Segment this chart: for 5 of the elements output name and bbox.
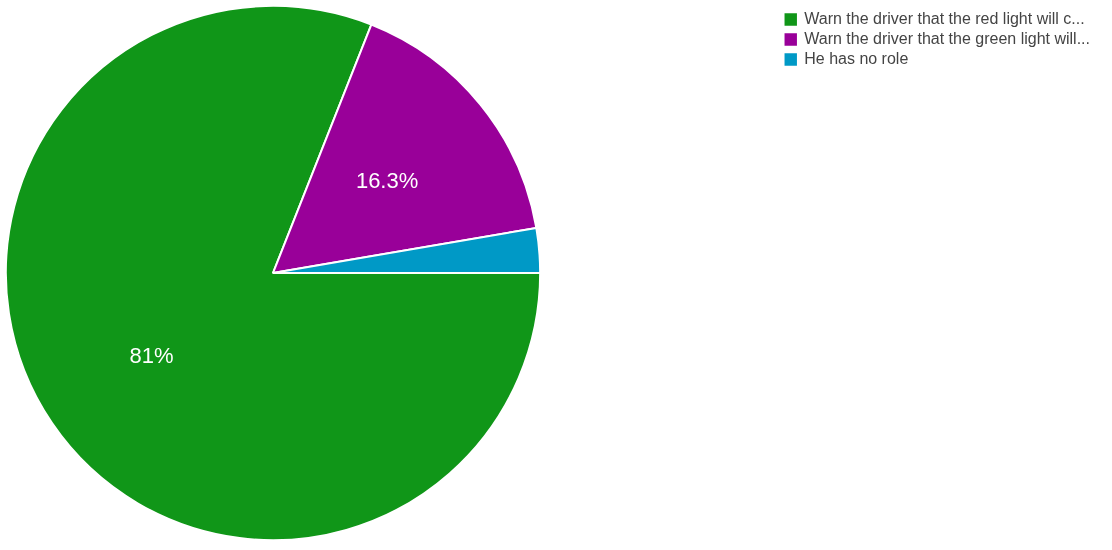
legend-label: Warn the driver that the red light will c...: [804, 10, 1085, 28]
data-label: 81%: [129, 343, 174, 369]
legend-label: He has no role: [804, 50, 909, 68]
data-label: 16.3%: [355, 167, 419, 193]
legend-label: Warn the driver that the green light will...: [804, 30, 1090, 48]
